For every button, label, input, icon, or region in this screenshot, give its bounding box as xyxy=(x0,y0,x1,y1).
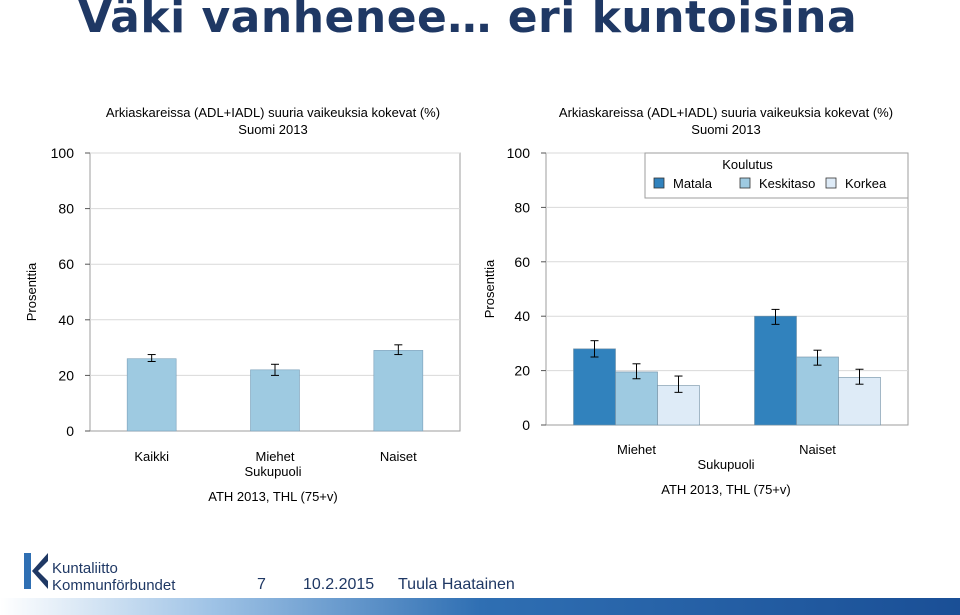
page-number: 7 xyxy=(257,576,266,593)
legend-label-keskitaso: Keskitaso xyxy=(759,176,815,191)
legend-swatch-matala xyxy=(653,177,665,189)
x-tick-label: Miehet xyxy=(255,449,294,464)
y-tick-label: 20 xyxy=(514,363,530,379)
x-tick-label: Naiset xyxy=(799,442,836,457)
slide-title: Väki vanhenee… eri kuntoisina xyxy=(78,0,858,43)
legend-swatch-keskitaso xyxy=(739,177,751,189)
y-axis-label: Prosenttia xyxy=(482,259,497,318)
y-tick-label: 20 xyxy=(58,367,74,383)
bar-kaikki xyxy=(126,358,177,432)
y-axis-label: Prosenttia xyxy=(24,262,39,321)
footer-bar xyxy=(0,598,960,615)
x-axis-label: Sukupuoli xyxy=(697,457,754,472)
y-tick-label: 40 xyxy=(514,308,530,324)
chart-title: Arkiaskareissa (ADL+IADL) suuria vaikeuk… xyxy=(559,105,893,120)
footer-date: 10.2.2015 xyxy=(303,576,375,593)
x-tick-label: Kaikki xyxy=(134,449,169,464)
y-tick-label: 0 xyxy=(522,417,530,433)
y-tick-label: 100 xyxy=(51,145,75,161)
legend-label-korkea: Korkea xyxy=(845,176,887,191)
y-tick-label: 80 xyxy=(514,199,530,215)
kuntaliitto-logo-icon xyxy=(24,553,48,589)
logo-line1: Kuntaliitto xyxy=(52,560,118,577)
chart-source: ATH 2013, THL (75+v) xyxy=(661,482,790,497)
footer-author: Tuula Haatainen xyxy=(398,576,515,593)
y-tick-label: 40 xyxy=(58,312,74,328)
bar-naiset-keskitaso xyxy=(796,356,839,426)
bar-miehet-keskitaso xyxy=(615,371,658,426)
bar-naiset-matala xyxy=(754,315,797,426)
chart-title: Arkiaskareissa (ADL+IADL) suuria vaikeuk… xyxy=(106,105,440,120)
chart-subtitle: Suomi 2013 xyxy=(691,122,760,137)
y-tick-label: 100 xyxy=(507,145,531,161)
logo-line2: Kommunförbundet xyxy=(52,577,176,594)
chart-source: ATH 2013, THL (75+v) xyxy=(208,489,337,504)
legend-box xyxy=(644,152,909,199)
bar-naiset-korkea xyxy=(838,377,881,426)
legend-swatch-korkea xyxy=(825,177,837,189)
x-tick-label: Naiset xyxy=(380,449,417,464)
y-tick-label: 0 xyxy=(66,423,74,439)
chart-subtitle: Suomi 2013 xyxy=(238,122,307,137)
x-tick-label: Miehet xyxy=(617,442,656,457)
kuntaliitto-logo: Kuntaliitto Kommunförbundet xyxy=(22,551,222,594)
legend-title: Koulutus xyxy=(722,157,773,172)
bar-naiset xyxy=(373,350,424,432)
legend-label-matala: Matala xyxy=(673,176,713,191)
y-tick-label: 80 xyxy=(58,201,74,217)
x-axis-label: Sukupuoli xyxy=(244,464,301,479)
chart1-svg: 0 20 40 60 80 100 Arkiaskareissa (ADL+IADL) su… xyxy=(24,105,461,504)
chart2-svg: 0 20 40 60 80 100 Arkiaskareissa (ADL+IADL) su… xyxy=(482,105,909,497)
bar-miehet-matala xyxy=(573,348,616,426)
y-tick-label: 60 xyxy=(58,256,74,272)
chart-education-by-level: 0 20 40 60 80 100 Arkiaskareissa (ADL+IADL) su… xyxy=(476,95,958,505)
chart-education-overall: 0 20 40 60 80 100 Arkiaskareissa (ADL+IADL) su… xyxy=(18,95,478,515)
bar-miehet xyxy=(250,369,300,432)
y-tick-label: 60 xyxy=(514,254,530,270)
